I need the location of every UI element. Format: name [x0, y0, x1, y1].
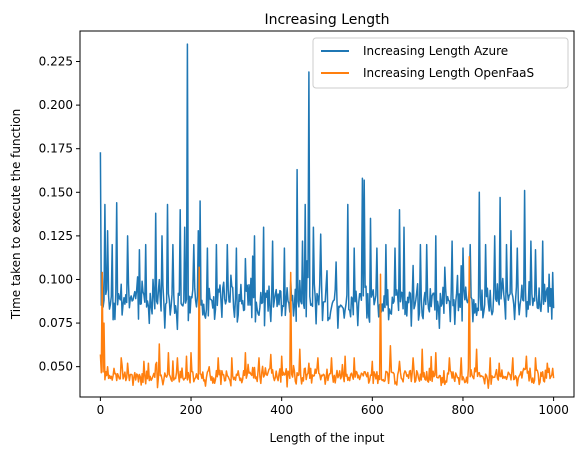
legend-label-azure: Increasing Length Azure: [363, 44, 508, 58]
legend-label-openfaas: Increasing Length OpenFaaS: [363, 66, 534, 80]
y-tick-label: 0.100: [39, 272, 73, 286]
x-tick-label: 200: [180, 403, 203, 417]
x-tick-label: 600: [361, 403, 384, 417]
y-tick-label: 0.150: [39, 185, 73, 199]
series-layer: [100, 44, 553, 388]
y-tick-label: 0.050: [39, 360, 73, 374]
y-tick-label: 0.125: [39, 229, 73, 243]
x-tick-label: 800: [452, 403, 475, 417]
y-tick-label: 0.200: [39, 98, 73, 112]
x-tick-label: 400: [270, 403, 293, 417]
x-axis-label: Length of the input: [270, 431, 385, 445]
chart-title: Increasing Length: [264, 12, 389, 28]
y-tick-label: 0.175: [39, 142, 73, 156]
y-axis: 0.050 0.075 0.100 0.125 0.150 0.175 0.200 0.225: [39, 55, 80, 374]
y-axis-label: Time taken to execute the function: [9, 109, 23, 320]
x-tick-label: 1000: [538, 403, 569, 417]
y-tick-label: 0.225: [39, 55, 73, 69]
legend: Increasing Length Azure Increasing Lengt…: [313, 38, 568, 88]
x-axis: 0 200 400 600 800 1000: [97, 397, 569, 417]
x-tick-label: 0: [97, 403, 105, 417]
y-tick-label: 0.075: [39, 316, 73, 330]
